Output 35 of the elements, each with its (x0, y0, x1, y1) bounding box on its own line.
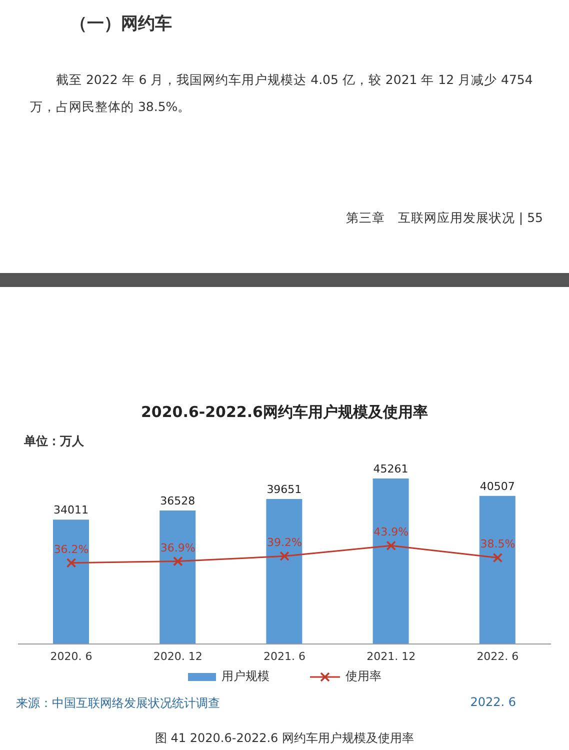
text: （一）网约车 (70, 14, 172, 34)
x-tick-label: 2021. 12 (366, 650, 416, 663)
text: 第三章 互联网应用发展状况 | 55 (346, 210, 543, 225)
data-label: 40507 (480, 480, 515, 493)
point (66, 558, 76, 568)
x-tick-label: 2021. 6 (264, 650, 306, 663)
x-tick-label: 2020. 6 (50, 650, 92, 663)
data-label: 45261 (373, 462, 408, 476)
x-tick-label: 2020. 12 (153, 650, 202, 663)
point (280, 551, 290, 562)
legend-label: 用户规模 (222, 668, 270, 685)
point (173, 556, 183, 566)
bar (479, 496, 516, 644)
text: 截至 2022 年 6 月，我国网约车用户规模达 4.05 亿，较 2021 年 12 月减少 4754 万，占网民整体的 38.5%。 (30, 72, 533, 114)
data-label: 39651 (266, 483, 302, 496)
bar (372, 478, 409, 644)
source-note: 来源：中国互联网络发展状况统计调查 (16, 696, 220, 710)
text: 2022. 6 (470, 695, 516, 709)
data-label: 34011 (54, 504, 88, 517)
point (386, 540, 396, 551)
data-label: 36.2% (54, 542, 89, 556)
data-label: 36528 (160, 494, 196, 508)
chart-title: 2020.6-2022.6网约车用户规模及使用率 (140, 403, 429, 422)
point (492, 552, 503, 563)
data-label: 43.9% (374, 526, 409, 539)
data-label: 36.9% (160, 541, 196, 554)
y-axis-title: 单位：万人 (24, 433, 84, 450)
bar (53, 520, 89, 644)
x-tick-label: 2022. 6 (476, 650, 519, 663)
data-label: 38.5% (480, 538, 516, 551)
legend-label: 使用率 (346, 668, 382, 685)
data-label: 39.2% (267, 536, 302, 550)
bar (266, 499, 302, 644)
bar (160, 510, 196, 644)
caption: 图 41 2020.6-2022.6 网约车用户规模及使用率 (154, 731, 414, 745)
